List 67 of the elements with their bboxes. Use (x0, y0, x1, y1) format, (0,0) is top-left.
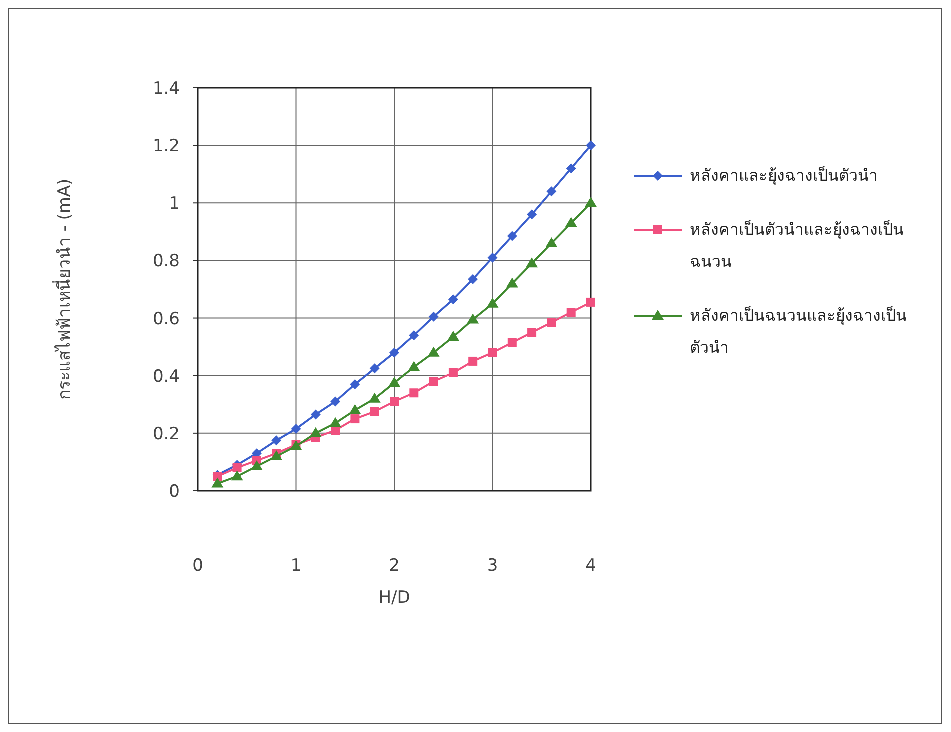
x-tick-label: 0 (192, 556, 204, 576)
y-tick-label: 0.4 (152, 366, 180, 387)
point (468, 356, 478, 366)
point (272, 436, 282, 446)
point (390, 348, 400, 358)
y-tick-label: 0.6 (152, 309, 180, 330)
point (390, 397, 399, 406)
point (586, 140, 596, 151)
point (409, 330, 420, 341)
y-tick-label: 1 (169, 194, 180, 214)
point (468, 274, 478, 284)
y-tick-label: 0.2 (152, 424, 180, 444)
y-tick-label: 0.8 (152, 252, 180, 272)
point (330, 417, 342, 428)
point (408, 361, 420, 372)
point (585, 197, 597, 208)
y-tick-label: 0 (169, 482, 180, 502)
point (428, 312, 439, 322)
point (486, 298, 499, 308)
point (368, 392, 381, 403)
point (547, 318, 556, 328)
x-tick-label: 4 (586, 556, 596, 576)
y-tick-label: 1.2 (152, 136, 180, 157)
point (232, 463, 242, 472)
point (467, 314, 480, 324)
point (488, 348, 498, 358)
point (448, 294, 458, 305)
legend-label: หลังคาเป็นฉนวนและยุ้งฉางเป็นตัวนำ (690, 305, 908, 359)
point (370, 407, 380, 416)
point (546, 186, 557, 197)
point (250, 460, 263, 471)
point (291, 424, 302, 434)
point (350, 379, 360, 390)
point (526, 258, 538, 268)
point (212, 478, 224, 488)
point (330, 396, 341, 407)
point (507, 231, 518, 242)
point (231, 470, 244, 481)
point (508, 338, 517, 348)
point (388, 377, 400, 388)
point (410, 388, 419, 398)
point (528, 328, 537, 338)
y-tick-label: 1.4 (152, 79, 180, 99)
x-tick-label: 2 (389, 556, 400, 576)
x-tick-label: 3 (487, 556, 498, 576)
point (370, 364, 380, 374)
point (566, 164, 576, 174)
y-axis-title: กระแสไฟฟ้าเหนี่ยวนำ - (mA) (52, 178, 75, 400)
point (527, 210, 538, 220)
point (566, 308, 576, 318)
x-tick-label: 1 (290, 556, 302, 576)
point (310, 427, 322, 438)
point (506, 278, 518, 288)
point (349, 404, 362, 414)
point (565, 217, 578, 228)
legend-label: หลังคาเป็นตัวนำและยุ้งฉางเป็นฉนวน (690, 219, 905, 273)
point (586, 298, 596, 307)
legend-label: หลังคาและยุ้งฉางเป็นตัวนำ (690, 165, 878, 188)
point (310, 410, 321, 420)
point (448, 368, 458, 378)
point (546, 237, 558, 248)
x-axis-title: H/D (378, 588, 410, 608)
point (429, 377, 438, 386)
point (447, 330, 460, 341)
point (428, 346, 440, 357)
point (488, 252, 498, 263)
point (350, 414, 360, 424)
